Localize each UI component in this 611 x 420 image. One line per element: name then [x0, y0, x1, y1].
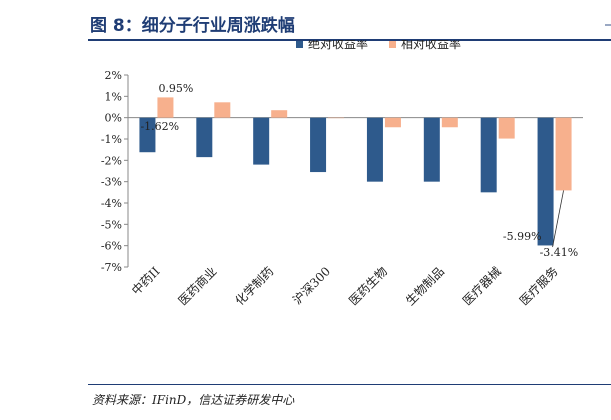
legend-swatch-relative	[389, 41, 396, 48]
source-rule	[88, 384, 611, 385]
source-note: 资料来源：IFinD，信达证券研发中心	[92, 393, 295, 407]
bar-absolute-return	[537, 117, 554, 246]
y-tick-label: 2%	[105, 69, 122, 82]
page-edge-mark	[605, 24, 611, 36]
bar-chart: 2% 1% 0% -1% -2% -3% -4% -5% -6% -7% 中药II 医药商业 化学制药沪…	[101, 40, 583, 309]
bar-relative-return	[555, 117, 572, 191]
data-label-leader	[552, 190, 564, 248]
y-tick-label: -4%	[101, 197, 122, 210]
legend-swatch-absolute	[296, 41, 303, 48]
bar-absolute-return	[366, 117, 383, 182]
title-rule	[88, 39, 611, 41]
x-tick-label: 中药II	[128, 263, 162, 297]
bar-relative-return	[214, 102, 231, 118]
bar-absolute-return	[139, 117, 156, 153]
legend-label-relative: 相对收益率	[401, 40, 461, 51]
bar-relative-return	[384, 117, 401, 128]
figure-title: 图 8：细分子行业周涨跌幅	[90, 16, 295, 36]
bar-relative-return	[271, 110, 288, 118]
report-header: 图 8：细分子行业周涨跌幅	[0, 0, 611, 41]
bar-relative-return	[328, 117, 345, 119]
data-label: -3.41%	[540, 246, 579, 259]
y-tick-label: -7%	[101, 261, 122, 274]
y-tick-label: -3%	[101, 176, 122, 189]
x-tick-label: 医药商业	[175, 264, 220, 309]
y-tick-label: -1%	[101, 133, 122, 146]
x-tick-label: 生物制品	[403, 264, 447, 308]
bar-absolute-return	[253, 117, 270, 165]
y-tick-label: 0%	[105, 112, 122, 125]
bar-relative-return	[157, 97, 174, 118]
bar-absolute-return	[423, 117, 440, 182]
y-tick-label: -6%	[101, 240, 122, 253]
bar-absolute-return	[196, 117, 213, 158]
y-tick-label: -5%	[101, 218, 122, 231]
data-label: -5.99%	[503, 230, 542, 243]
bar-absolute-return	[310, 117, 327, 173]
legend-label-absolute: 绝对收益率	[308, 40, 368, 51]
x-tick-label: 医疗服务	[516, 264, 561, 309]
x-tick-label: 化学制药	[232, 264, 277, 309]
y-tick-label: 1%	[105, 90, 122, 103]
bar-absolute-return	[480, 117, 497, 193]
x-tick-label: 沪深300	[290, 264, 333, 307]
x-tick-label: 医药生物	[346, 264, 390, 308]
y-tick-label: -2%	[101, 154, 122, 167]
data-label: 0.95%	[158, 82, 193, 95]
bar-relative-return	[441, 117, 458, 128]
x-tick-label: 医疗器械	[459, 264, 504, 309]
bar-relative-return	[498, 117, 515, 139]
data-label: -1.62%	[140, 120, 179, 133]
